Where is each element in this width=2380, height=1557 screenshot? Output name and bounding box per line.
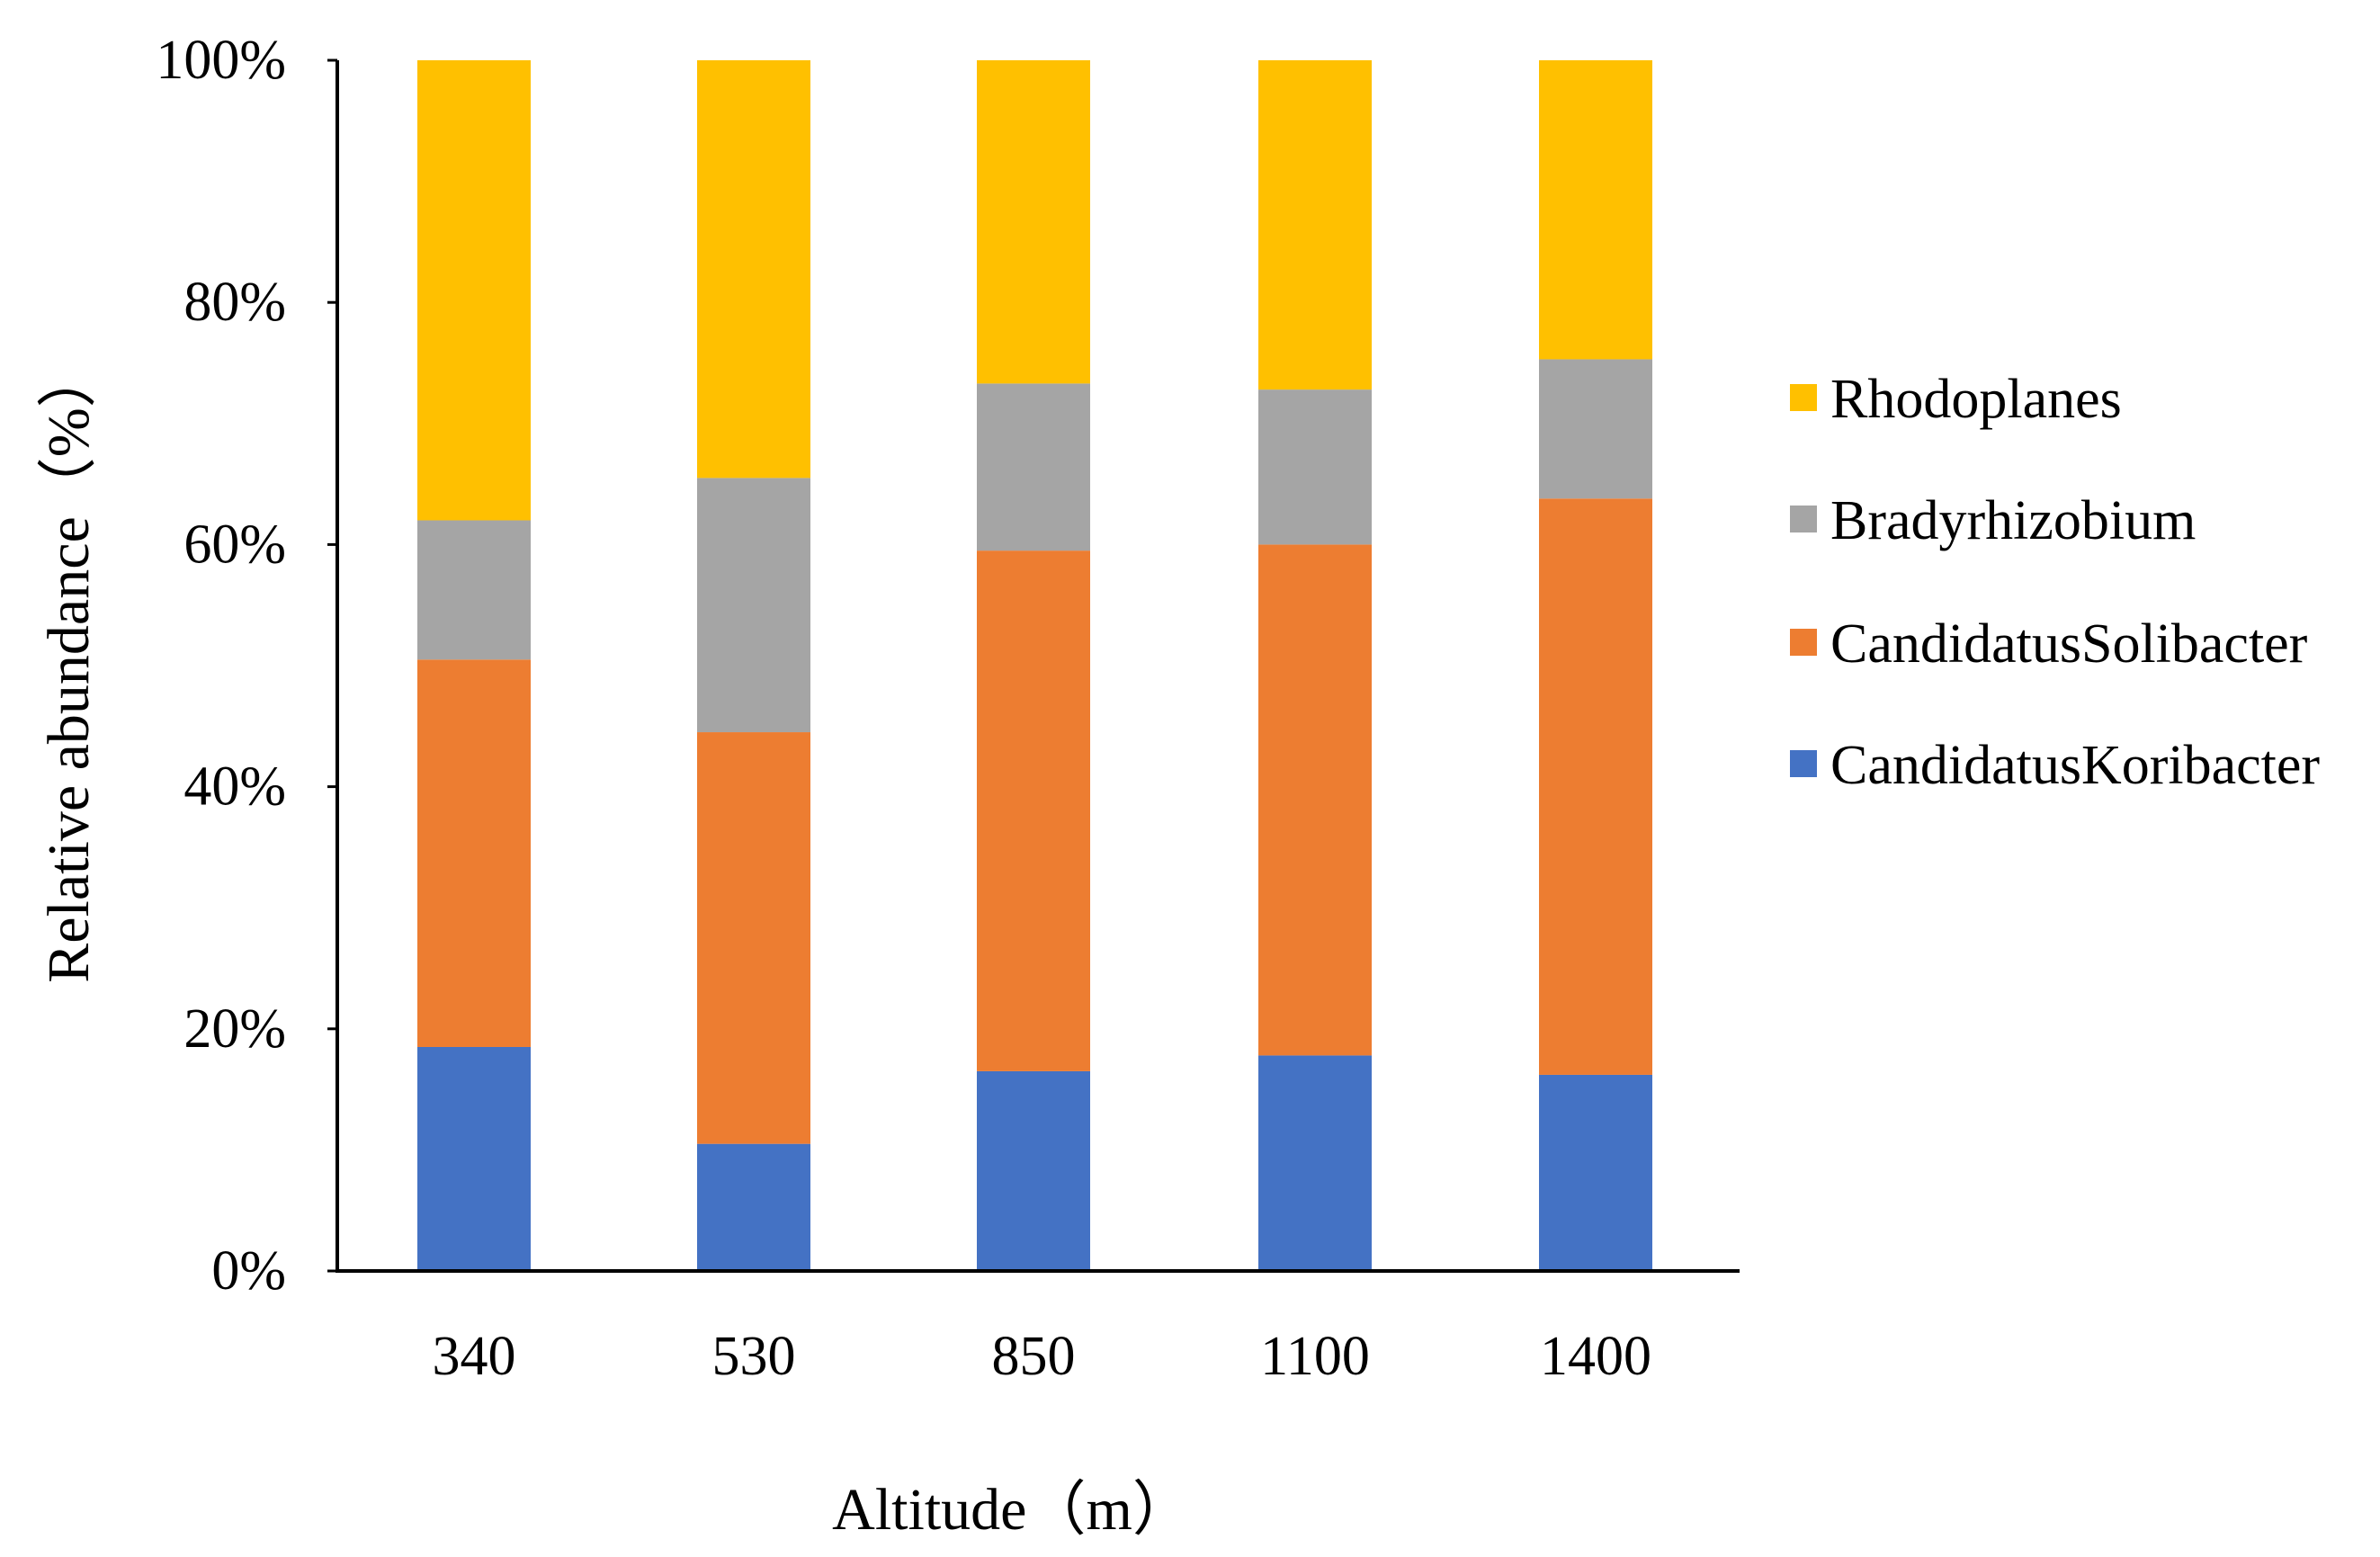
bar-Rhodoplanes-340 (417, 60, 531, 521)
bar-CandidatusKoribacter-1100 (1258, 1055, 1372, 1271)
x-tick-label: 340 (433, 1326, 516, 1387)
bar-Rhodoplanes-530 (697, 60, 810, 479)
x-tick-label: 1100 (1260, 1326, 1370, 1387)
y-tick-label: 20% (183, 998, 286, 1060)
legend-swatch-CandidatusSolibacter (1790, 629, 1817, 656)
y-tick-label: 60% (183, 514, 286, 575)
x-ticks: 340 530 850 1100 1400 (433, 1326, 1652, 1387)
bar-CandidatusSolibacter-1100 (1258, 544, 1372, 1056)
x-tick-label: 1400 (1540, 1326, 1651, 1387)
y-tick-label: 80% (183, 272, 286, 333)
x-axis-title: Altitude（m） (832, 1477, 1192, 1543)
bar-CandidatusKoribacter-340 (417, 1046, 531, 1271)
x-tick-label: 530 (712, 1326, 796, 1387)
legend-swatch-CandidatusKoribacter (1790, 750, 1817, 777)
y-axis-title: Relative abundance（%） (36, 348, 102, 983)
bar-Bradyrhizobium-340 (417, 520, 531, 660)
bar-CandidatusKoribacter-530 (697, 1143, 810, 1271)
y-ticks: 0% 20% 40% 60% 80% 100% (156, 30, 337, 1302)
bar-Bradyrhizobium-1400 (1539, 359, 1652, 499)
legend-label-Rhodoplanes: Rhodoplanes (1830, 369, 2122, 430)
bar-Bradyrhizobium-1100 (1258, 389, 1372, 545)
bar-CandidatusSolibacter-1400 (1539, 498, 1652, 1075)
bar-Rhodoplanes-850 (977, 60, 1090, 384)
bar-Rhodoplanes-1100 (1258, 60, 1372, 390)
legend-swatch-Rhodoplanes (1790, 384, 1817, 411)
bar-CandidatusKoribacter-850 (977, 1070, 1090, 1271)
bars-layer (417, 60, 1652, 1271)
bar-CandidatusSolibacter-850 (977, 550, 1090, 1071)
bar-CandidatusSolibacter-340 (417, 659, 531, 1047)
legend: Rhodoplanes Bradyrhizobium CandidatusSolib… (1790, 369, 2320, 796)
y-tick-label: 0% (211, 1240, 286, 1302)
y-tick-label: 40% (183, 756, 286, 818)
y-tick-label: 100% (156, 30, 286, 91)
legend-swatch-Bradyrhizobium (1790, 506, 1817, 532)
bar-Bradyrhizobium-530 (697, 478, 810, 733)
bar-Bradyrhizobium-850 (977, 383, 1090, 551)
bar-CandidatusKoribacter-1400 (1539, 1074, 1652, 1271)
legend-label-CandidatusSolibacter: CandidatusSolibacter (1830, 613, 2308, 675)
bar-CandidatusSolibacter-530 (697, 732, 810, 1144)
x-tick-label: 850 (992, 1326, 1076, 1387)
legend-label-Bradyrhizobium: Bradyrhizobium (1830, 490, 2196, 551)
bar-Rhodoplanes-1400 (1539, 60, 1652, 360)
legend-label-CandidatusKoribacter: CandidatusKoribacter (1830, 735, 2320, 796)
